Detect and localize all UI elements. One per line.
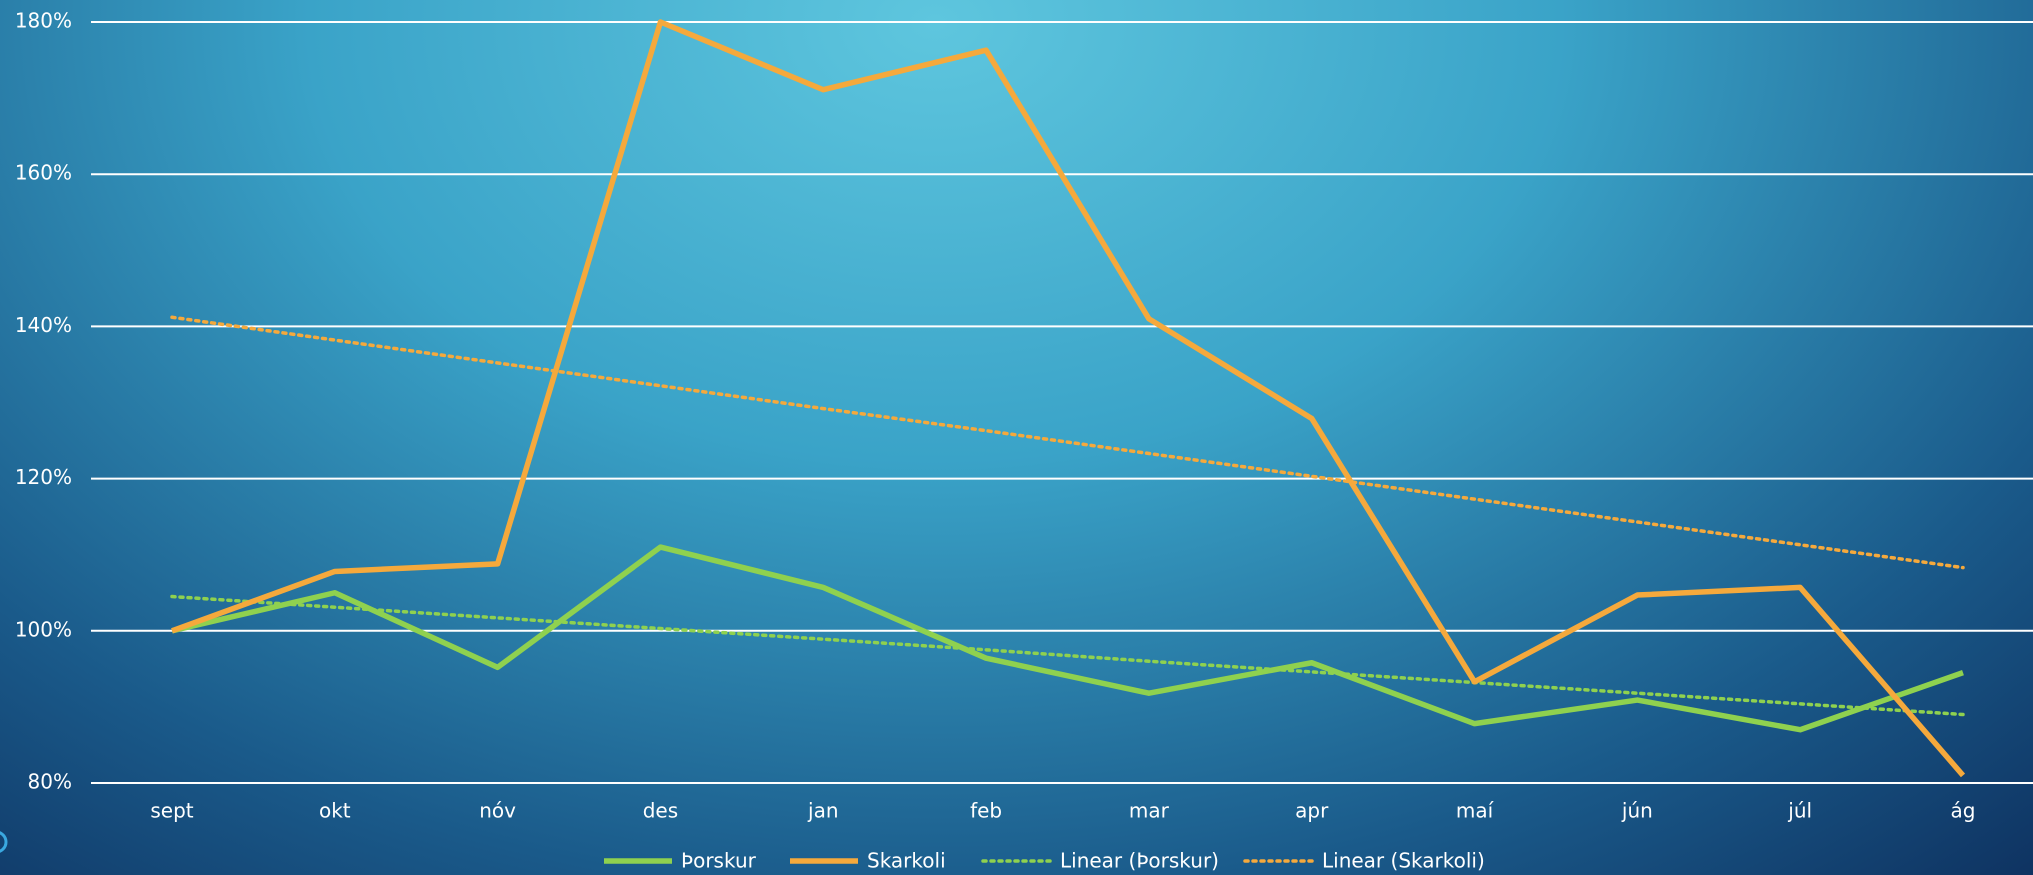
legend-label: Linear (Þorskur) <box>1060 849 1219 873</box>
y-tick-label: 100% <box>15 617 72 641</box>
y-tick-label: 180% <box>15 9 72 33</box>
y-tick-label: 120% <box>15 465 72 489</box>
x-tick-label: feb <box>970 799 1002 823</box>
data-line <box>171 19 1966 778</box>
y-tick-label: 80% <box>28 770 72 794</box>
y-tick-label: 140% <box>15 313 72 337</box>
x-tick-label: sept <box>150 799 193 823</box>
legend-label: Þorskur <box>681 849 757 873</box>
x-tick-label: jan <box>807 799 839 823</box>
data-line <box>171 544 1964 733</box>
x-tick-label: okt <box>319 799 351 823</box>
legend-label: Linear (Skarkoli) <box>1322 849 1485 873</box>
trend-line <box>170 594 1965 717</box>
y-tick-label: 160% <box>15 161 72 185</box>
x-tick-label: maí <box>1456 799 1495 823</box>
x-tick-label: apr <box>1295 799 1329 823</box>
x-tick-label: nóv <box>479 799 516 823</box>
slide-decoration <box>0 831 8 853</box>
x-tick-label: jún <box>1621 799 1653 823</box>
x-tick-label: des <box>643 799 678 823</box>
x-tick-label: ág <box>1951 799 1976 823</box>
legend-label: Skarkoli <box>867 849 946 873</box>
x-tick-label: júl <box>1787 799 1812 823</box>
trend-line <box>170 315 1965 570</box>
x-tick-label: mar <box>1129 799 1170 823</box>
